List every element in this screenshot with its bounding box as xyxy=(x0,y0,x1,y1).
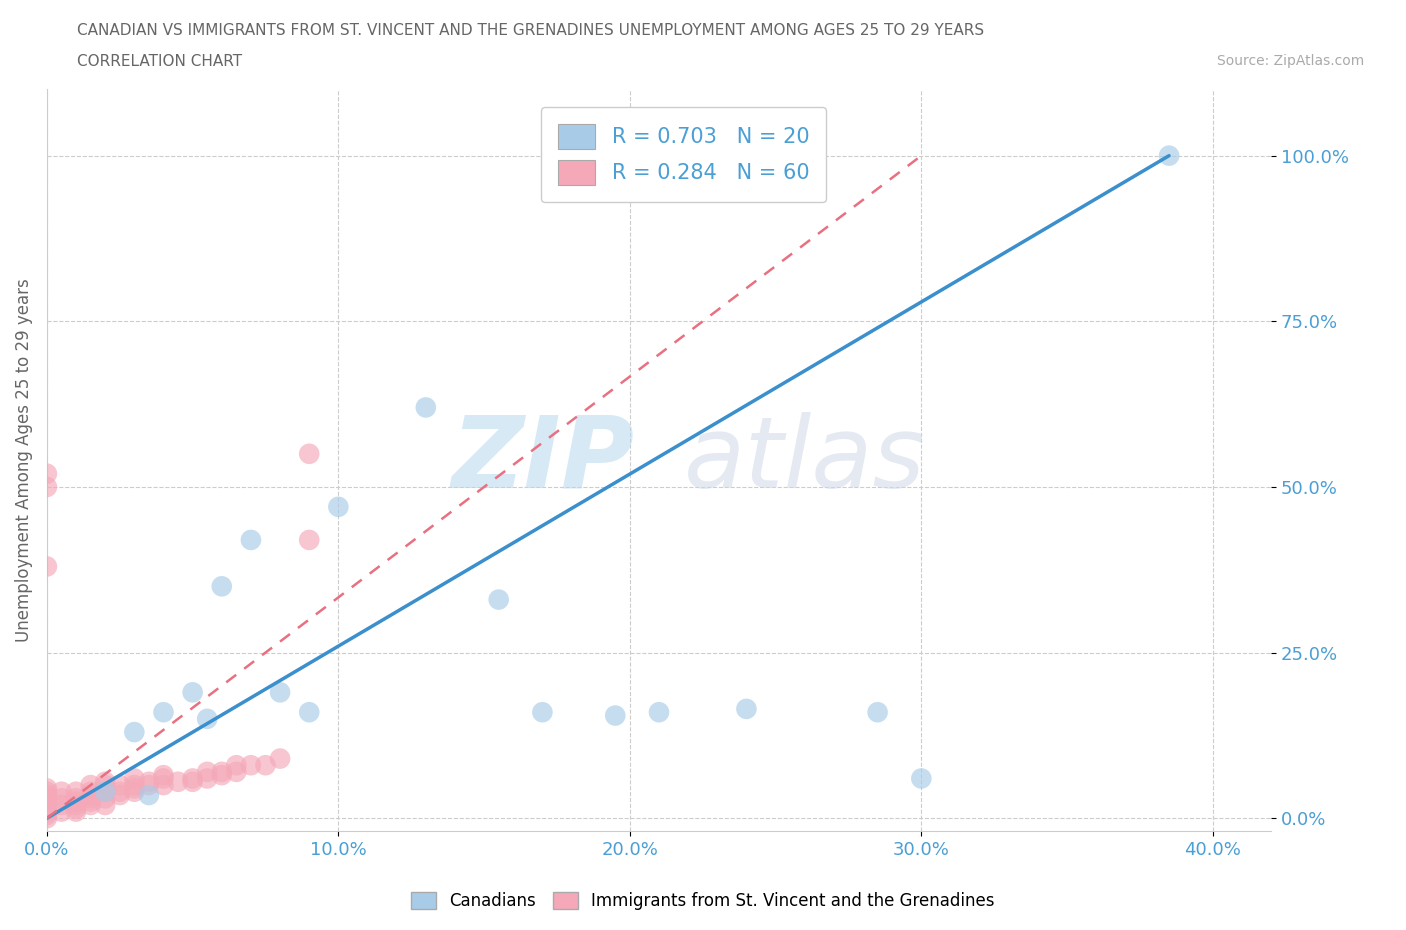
Point xyxy=(94,775,117,790)
Point xyxy=(79,784,101,799)
Point xyxy=(239,758,262,773)
Point xyxy=(152,768,174,783)
Point xyxy=(35,804,58,819)
Point xyxy=(35,466,58,481)
Point xyxy=(866,705,889,720)
Point xyxy=(225,758,247,773)
Point xyxy=(298,533,321,548)
Point xyxy=(51,798,73,813)
Point xyxy=(51,784,73,799)
Point xyxy=(124,781,146,796)
Point xyxy=(735,701,758,716)
Point xyxy=(531,705,554,720)
Point xyxy=(35,801,58,816)
Point xyxy=(195,771,218,786)
Point xyxy=(211,578,233,593)
Point xyxy=(138,788,160,803)
Point xyxy=(79,798,101,813)
Point xyxy=(124,784,146,799)
Text: Source: ZipAtlas.com: Source: ZipAtlas.com xyxy=(1216,54,1364,68)
Point xyxy=(108,788,131,803)
Point xyxy=(152,777,174,792)
Point xyxy=(65,801,87,816)
Point xyxy=(35,811,58,826)
Point xyxy=(65,794,87,809)
Point xyxy=(211,768,233,783)
Point xyxy=(79,794,101,809)
Point xyxy=(328,499,350,514)
Point xyxy=(124,771,146,786)
Point xyxy=(605,708,627,723)
Point xyxy=(94,790,117,805)
Point xyxy=(94,777,117,792)
Point xyxy=(415,400,437,415)
Legend: R = 0.703   N = 20, R = 0.284   N = 60: R = 0.703 N = 20, R = 0.284 N = 60 xyxy=(541,107,827,202)
Point xyxy=(94,784,117,799)
Point xyxy=(181,775,204,790)
Point xyxy=(108,784,131,799)
Point xyxy=(79,777,101,792)
Point xyxy=(65,790,87,805)
Point xyxy=(269,684,291,699)
Point xyxy=(35,798,58,813)
Point xyxy=(124,777,146,792)
Point xyxy=(152,705,174,720)
Point xyxy=(65,784,87,799)
Point xyxy=(254,758,277,773)
Point xyxy=(35,480,58,495)
Point xyxy=(35,559,58,574)
Point xyxy=(152,771,174,786)
Point xyxy=(195,764,218,779)
Point xyxy=(35,794,58,809)
Point xyxy=(94,784,117,799)
Point xyxy=(124,724,146,739)
Point xyxy=(35,790,58,805)
Point xyxy=(35,781,58,796)
Point xyxy=(138,777,160,792)
Point xyxy=(298,446,321,461)
Point xyxy=(35,788,58,803)
Point xyxy=(648,705,671,720)
Point xyxy=(181,684,204,699)
Point xyxy=(298,705,321,720)
Text: CANADIAN VS IMMIGRANTS FROM ST. VINCENT AND THE GRENADINES UNEMPLOYMENT AMONG AG: CANADIAN VS IMMIGRANTS FROM ST. VINCENT … xyxy=(77,23,984,38)
Point xyxy=(94,798,117,813)
Point xyxy=(1157,148,1180,163)
Point xyxy=(225,764,247,779)
Point xyxy=(65,804,87,819)
Point xyxy=(35,784,58,799)
Point xyxy=(488,592,510,607)
Point xyxy=(51,790,73,805)
Point xyxy=(65,798,87,813)
Point xyxy=(211,764,233,779)
Point xyxy=(181,771,204,786)
Legend: Canadians, Immigrants from St. Vincent and the Grenadines: Canadians, Immigrants from St. Vincent a… xyxy=(405,885,1001,917)
Point xyxy=(108,777,131,792)
Point xyxy=(269,751,291,766)
Point xyxy=(167,775,190,790)
Text: CORRELATION CHART: CORRELATION CHART xyxy=(77,54,242,69)
Point xyxy=(35,807,58,822)
Point xyxy=(79,788,101,803)
Text: atlas: atlas xyxy=(683,412,925,509)
Point xyxy=(910,771,932,786)
Point xyxy=(79,790,101,805)
Point xyxy=(138,775,160,790)
Point xyxy=(51,804,73,819)
Point xyxy=(239,533,262,548)
Y-axis label: Unemployment Among Ages 25 to 29 years: Unemployment Among Ages 25 to 29 years xyxy=(15,279,32,643)
Point xyxy=(195,711,218,726)
Text: ZIP: ZIP xyxy=(451,412,634,509)
